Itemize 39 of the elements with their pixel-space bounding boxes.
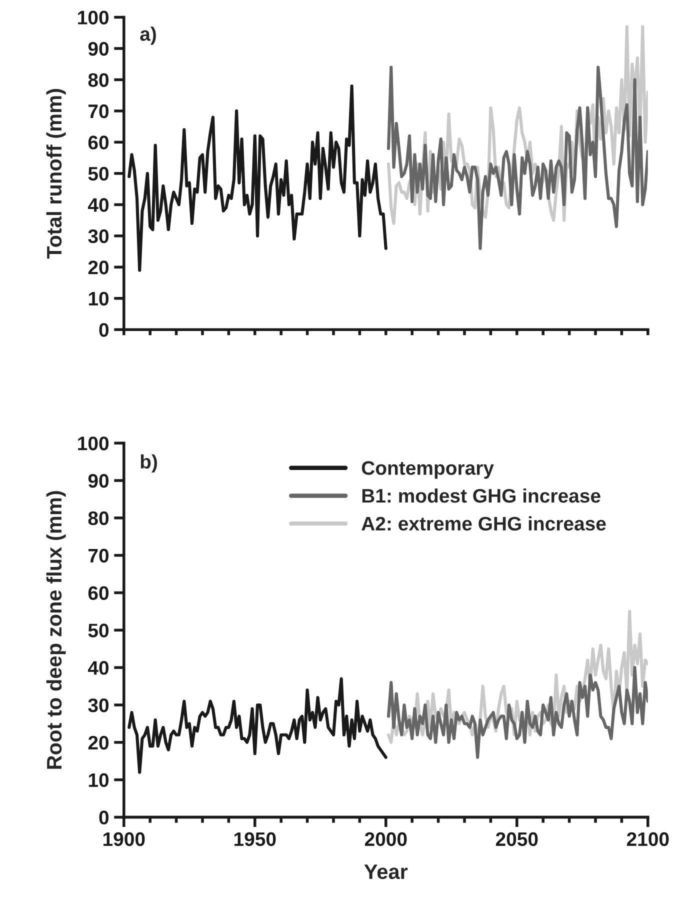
y-tick-label: 80 (88, 73, 109, 87)
y-tick-label: 40 (88, 661, 109, 675)
y-tick-label: 70 (88, 104, 109, 118)
y-axis-title: Root to deep zone flux (mm) (46, 491, 66, 769)
y-tick-label: 100 (78, 436, 109, 450)
y-tick-label: 30 (88, 229, 109, 244)
y-tick-label: 40 (88, 198, 109, 212)
y-tick-label: 60 (88, 586, 109, 600)
y-tick-label: 10 (88, 773, 109, 788)
y-tick-label: 20 (88, 736, 109, 750)
annotation: b) (140, 454, 157, 472)
y-tick-label: 60 (88, 136, 109, 150)
x-tick-label: 2050 (496, 832, 538, 846)
x-axis-title: Year (364, 864, 408, 880)
y-tick-label: 0 (99, 810, 109, 824)
y-tick-label: 10 (88, 292, 109, 306)
line-series (386, 66, 648, 250)
y-tick-label: 50 (88, 166, 109, 181)
x-tick-label: 2000 (364, 832, 407, 846)
y-tick-label: 50 (88, 624, 109, 638)
legend-label: A2: extreme GHG increase (362, 516, 606, 531)
y-tick-label: 70 (88, 548, 109, 563)
y-tick-label: 80 (88, 511, 109, 526)
legend-label: B1: modest GHG increase (362, 488, 600, 503)
y-tick-label: 0 (99, 323, 109, 337)
y-axis-title: Total runoff (mm) (46, 89, 66, 259)
line-series (386, 666, 648, 759)
annotation: a) (140, 26, 156, 45)
y-tick-label: 30 (88, 698, 109, 712)
line-series (128, 677, 388, 774)
x-tick-label: 1900 (103, 832, 145, 846)
y-tick-label: 20 (88, 260, 109, 274)
y-tick-label: 90 (88, 474, 109, 488)
y-tick-label: 100 (78, 10, 109, 24)
x-tick-label: 1950 (234, 832, 276, 846)
x-tick-label: 2100 (626, 832, 669, 846)
legend-label: Contemporary (362, 461, 494, 479)
line-series (128, 84, 388, 272)
y-tick-label: 90 (88, 42, 109, 56)
